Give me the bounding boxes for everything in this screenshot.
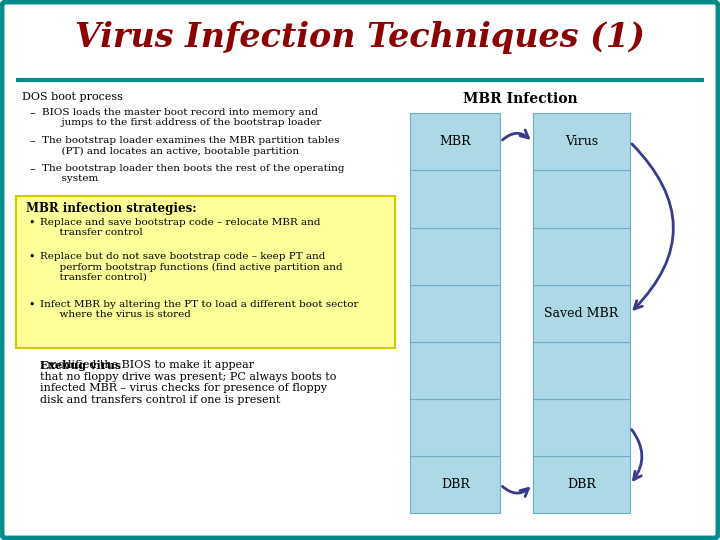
FancyArrowPatch shape xyxy=(503,487,528,496)
Text: Virus Infection Techniques (1): Virus Infection Techniques (1) xyxy=(75,22,645,55)
Text: Exebug virus: Exebug virus xyxy=(40,360,121,371)
Text: –: – xyxy=(30,136,35,146)
Text: Virus: Virus xyxy=(564,136,598,148)
Bar xyxy=(410,113,500,171)
Bar xyxy=(533,113,630,171)
Text: •: • xyxy=(28,300,35,310)
Bar xyxy=(410,342,500,399)
Bar xyxy=(533,285,630,342)
Text: •: • xyxy=(28,218,35,228)
Text: DBR: DBR xyxy=(441,478,470,491)
Text: DBR: DBR xyxy=(567,478,596,491)
Text: Replace and save bootstrap code – relocate MBR and
      transfer control: Replace and save bootstrap code – reloca… xyxy=(40,218,320,238)
Text: Infect MBR by altering the PT to load a different boot sector
      where the vi: Infect MBR by altering the PT to load a … xyxy=(40,300,359,319)
FancyArrowPatch shape xyxy=(503,130,528,140)
Bar xyxy=(533,399,630,456)
Text: –: – xyxy=(30,164,35,174)
FancyBboxPatch shape xyxy=(16,196,395,348)
FancyArrowPatch shape xyxy=(632,144,673,309)
Text: The bootstrap loader then boots the rest of the operating
      system: The bootstrap loader then boots the rest… xyxy=(42,164,344,184)
Bar xyxy=(533,227,630,285)
Text: Saved MBR: Saved MBR xyxy=(544,307,618,320)
Bar xyxy=(533,342,630,399)
Bar xyxy=(533,171,630,227)
Text: –: – xyxy=(30,108,35,118)
Text: The bootstrap loader examines the MBR partition tables
      (PT) and locates an: The bootstrap loader examines the MBR pa… xyxy=(42,136,340,156)
Bar xyxy=(410,456,500,513)
Text: MBR infection strategies:: MBR infection strategies: xyxy=(26,202,197,215)
Text: MBR Infection: MBR Infection xyxy=(463,92,577,106)
Text: Replace but do not save bootstrap code – keep PT and
      perform bootstrap fun: Replace but do not save bootstrap code –… xyxy=(40,252,343,282)
Text: MBR: MBR xyxy=(440,136,471,148)
FancyArrowPatch shape xyxy=(631,429,642,480)
Text: •: • xyxy=(28,252,35,262)
Text: DOS boot process: DOS boot process xyxy=(22,92,123,102)
Bar xyxy=(410,399,500,456)
Bar xyxy=(410,227,500,285)
Bar xyxy=(410,171,500,227)
Text: : modified the BIOS to make it appear
that no floppy drive was present; PC alway: : modified the BIOS to make it appear th… xyxy=(40,360,336,405)
Bar xyxy=(410,285,500,342)
Text: BIOS loads the master boot record into memory and
      jumps to the first addre: BIOS loads the master boot record into m… xyxy=(42,108,321,127)
Bar xyxy=(533,456,630,513)
